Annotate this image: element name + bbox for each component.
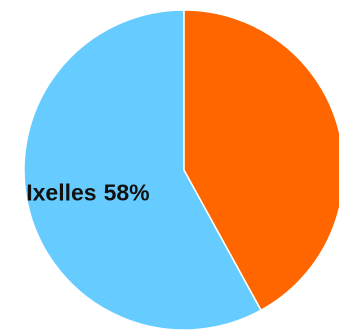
- slice-value: 58%: [104, 180, 150, 206]
- slice-category: Ixelles: [26, 180, 96, 206]
- pie-slice: [23, 9, 263, 331]
- slice-label: Ixelles 58%: [26, 180, 149, 206]
